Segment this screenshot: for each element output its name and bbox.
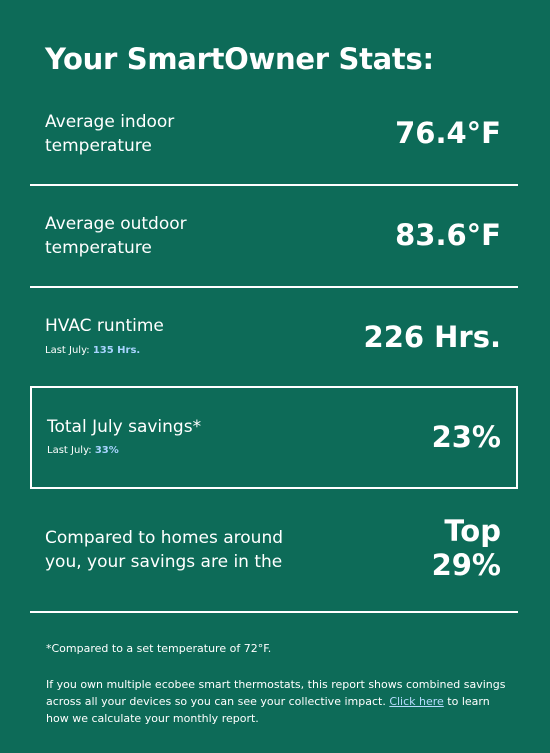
stat-label-line: you, your savings are in the (45, 552, 283, 572)
stat-sublabel-last-july: Last July: 33% (47, 444, 119, 458)
divider (30, 286, 518, 288)
divider (30, 611, 518, 613)
stat-row-savings-rank: Compared to homes around you, your savin… (30, 514, 518, 604)
footer-text: across all your devices so you can see y… (46, 695, 390, 708)
stat-value-line: 29% (431, 548, 501, 582)
stat-row-outdoor-temperature: Average outdoor temperature 83.6°F (30, 212, 518, 288)
footer-explanation: If you own multiple ecobee smart thermos… (46, 676, 506, 727)
stat-label-savings-rank: Compared to homes around you, your savin… (45, 526, 283, 574)
stat-value-total-savings: 23% (431, 420, 501, 454)
stat-label-outdoor-temperature: Average outdoor temperature (45, 212, 187, 260)
sublabel-prefix: Last July: (45, 345, 90, 356)
stat-value-outdoor-temperature: 83.6°F (395, 218, 501, 252)
stat-label-hvac-runtime: HVAC runtime (45, 316, 164, 336)
stat-label-indoor-temperature: Average indoor temperature (45, 110, 174, 158)
stat-sublabel-last-july: Last July: 135 Hrs. (45, 344, 140, 358)
stat-value-indoor-temperature: 76.4°F (395, 116, 501, 150)
footer-line: across all your devices so you can see y… (46, 693, 506, 710)
sublabel-value: 135 Hrs. (92, 345, 141, 356)
stat-row-indoor-temperature: Average indoor temperature 76.4°F (30, 110, 518, 186)
sublabel-value: 33% (94, 445, 119, 456)
stat-label-total-savings: Total July savings* (47, 417, 202, 437)
footer-line: how we calculate your monthly report. (46, 712, 259, 725)
sublabel-prefix: Last July: (47, 445, 92, 456)
stat-value-hvac-runtime: 226 Hrs. (363, 320, 501, 354)
total-savings-box: Total July savings* Last July: 33% 23% (30, 386, 518, 489)
page-title: Your SmartOwner Stats: (45, 42, 434, 76)
footer-text: to learn (443, 695, 490, 708)
footer-line: If you own multiple ecobee smart thermos… (46, 678, 506, 691)
stat-label-line: temperature (45, 238, 152, 258)
footnote: *Compared to a set temperature of 72°F. (46, 642, 272, 655)
stat-value-line: Top (444, 514, 501, 548)
divider (30, 184, 518, 186)
stat-label-line: Average indoor (45, 112, 175, 132)
stat-label-line: temperature (45, 136, 152, 156)
click-here-link[interactable]: Click here (389, 695, 444, 708)
stat-row-hvac-runtime: HVAC runtime Last July: 135 Hrs. 226 Hrs… (30, 314, 518, 374)
stat-label-line: Compared to homes around (45, 528, 284, 548)
stat-label-line: Average outdoor (45, 214, 187, 234)
stat-value-savings-rank: Top 29% (432, 514, 501, 582)
